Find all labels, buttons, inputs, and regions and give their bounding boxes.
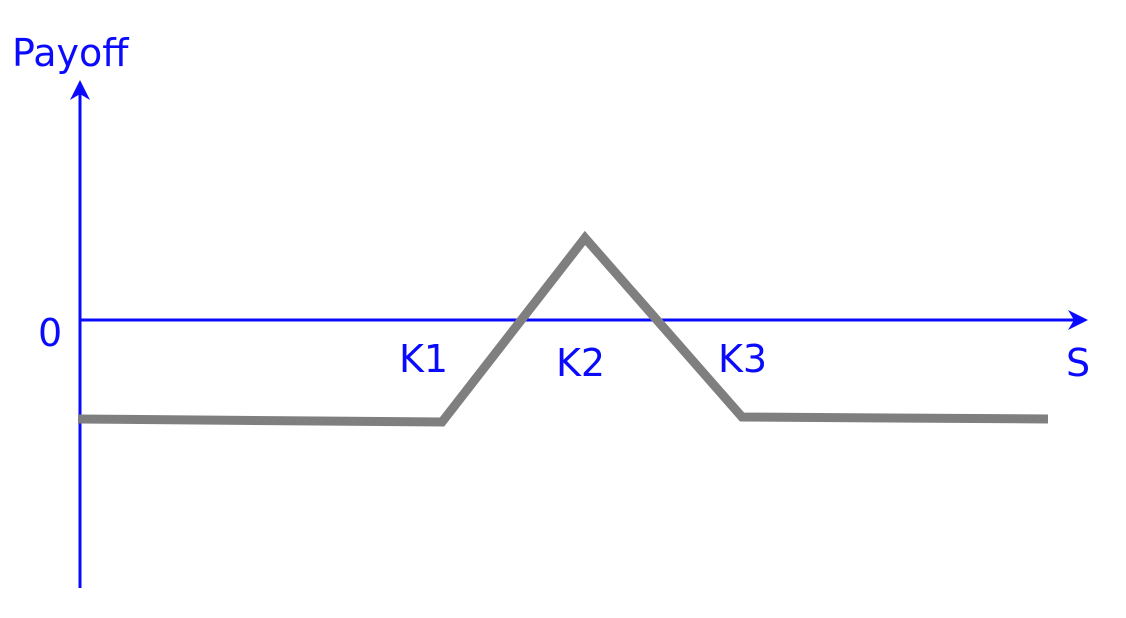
payoff-line <box>77 230 1049 427</box>
k2-label: K2 <box>556 341 605 385</box>
k3-label: K3 <box>718 337 767 381</box>
k1-label: K1 <box>399 337 448 381</box>
y-axis-label: Payoff <box>12 31 129 75</box>
zero-label: 0 <box>38 311 62 355</box>
x-axis-label: S <box>1066 341 1090 385</box>
